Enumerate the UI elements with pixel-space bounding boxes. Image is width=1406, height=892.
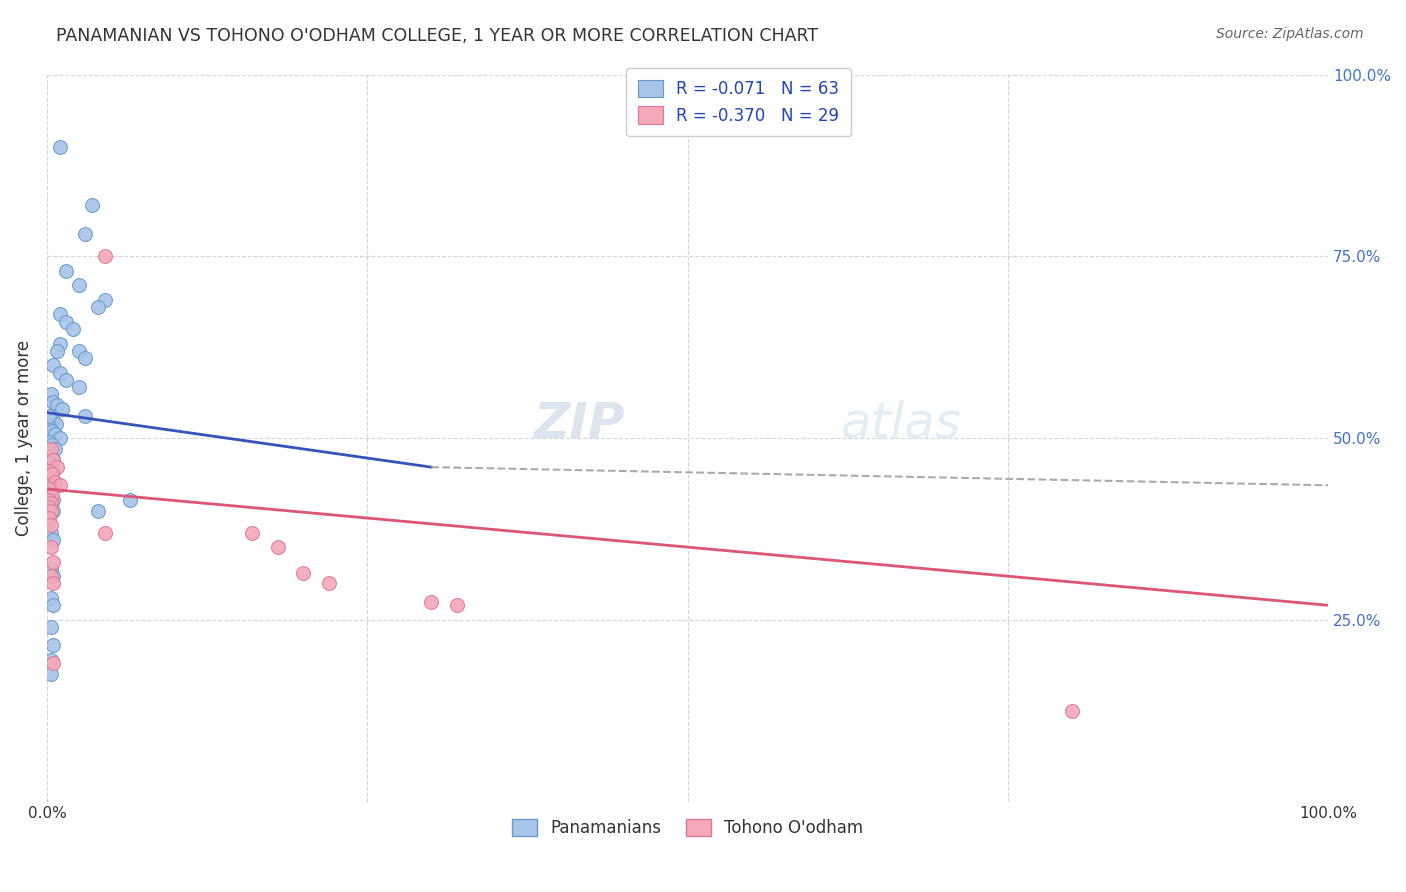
Point — [55, 373, 77, 387]
Point — [42, 394, 65, 409]
Point — [39, 387, 62, 401]
Point — [42, 599, 65, 613]
Point — [38, 467, 60, 482]
Point — [38, 409, 60, 424]
Point — [48, 478, 70, 492]
Point — [93, 293, 115, 307]
Point — [38, 478, 60, 492]
Point — [38, 445, 60, 459]
Text: atlas: atlas — [841, 400, 962, 448]
Point — [38, 420, 60, 434]
Point — [39, 653, 62, 667]
Point — [39, 525, 62, 540]
Point — [1060, 704, 1083, 718]
Point — [44, 442, 66, 456]
Point — [44, 475, 66, 489]
Point — [46, 343, 69, 358]
Point — [42, 453, 65, 467]
Point — [41, 482, 63, 496]
Point — [446, 599, 468, 613]
Point — [39, 496, 62, 510]
Point — [39, 518, 62, 533]
Point — [38, 434, 60, 449]
Point — [42, 533, 65, 547]
Point — [38, 511, 60, 525]
Point — [42, 555, 65, 569]
Point — [39, 504, 62, 518]
Point — [39, 489, 62, 503]
Point — [48, 308, 70, 322]
Point — [42, 359, 65, 373]
Point — [41, 424, 63, 438]
Point — [292, 566, 315, 580]
Point — [38, 500, 60, 515]
Point — [39, 449, 62, 463]
Point — [42, 475, 65, 489]
Point — [42, 492, 65, 507]
Point — [38, 457, 60, 471]
Point — [41, 438, 63, 452]
Point — [266, 540, 288, 554]
Text: Source: ZipAtlas.com: Source: ZipAtlas.com — [1216, 27, 1364, 41]
Point — [48, 366, 70, 380]
Point — [38, 464, 60, 478]
Point — [41, 489, 63, 503]
Point — [39, 471, 62, 485]
Point — [44, 427, 66, 442]
Text: PANAMANIAN VS TOHONO O'ODHAM COLLEGE, 1 YEAR OR MORE CORRELATION CHART: PANAMANIAN VS TOHONO O'ODHAM COLLEGE, 1 … — [56, 27, 818, 45]
Point — [240, 525, 263, 540]
Point — [48, 336, 70, 351]
Point — [42, 638, 65, 652]
Point — [42, 464, 65, 478]
Point — [41, 467, 63, 482]
Point — [39, 562, 62, 576]
Point — [75, 351, 97, 365]
Point — [45, 417, 67, 431]
Point — [39, 620, 62, 634]
Point — [55, 264, 77, 278]
Point — [38, 482, 60, 496]
Point — [42, 413, 65, 427]
Point — [42, 576, 65, 591]
Point — [39, 540, 62, 554]
Point — [42, 569, 65, 583]
Point — [67, 343, 90, 358]
Point — [62, 322, 84, 336]
Point — [93, 249, 115, 263]
Point — [38, 496, 60, 510]
Point — [55, 315, 77, 329]
Point — [80, 198, 103, 212]
Point — [42, 657, 65, 671]
Point — [87, 300, 110, 314]
Point — [42, 504, 65, 518]
Y-axis label: College, 1 year or more: College, 1 year or more — [15, 340, 32, 536]
Point — [51, 401, 73, 416]
Point — [38, 492, 60, 507]
Point — [67, 278, 90, 293]
Point — [38, 485, 60, 500]
Point — [48, 140, 70, 154]
Text: ZIP: ZIP — [534, 400, 626, 448]
Point — [39, 442, 62, 456]
Point — [46, 398, 69, 412]
Point — [39, 667, 62, 681]
Point — [42, 453, 65, 467]
Point — [39, 500, 62, 515]
Point — [420, 594, 443, 608]
Point — [93, 525, 115, 540]
Point — [87, 504, 110, 518]
Point — [48, 431, 70, 445]
Point — [318, 576, 340, 591]
Point — [39, 569, 62, 583]
Point — [120, 492, 142, 507]
Legend: Panamanians, Tohono O'odham: Panamanians, Tohono O'odham — [505, 813, 870, 844]
Point — [39, 460, 62, 475]
Point — [39, 591, 62, 605]
Point — [75, 227, 97, 242]
Point — [67, 380, 90, 394]
Point — [39, 409, 62, 424]
Point — [46, 460, 69, 475]
Point — [75, 409, 97, 424]
